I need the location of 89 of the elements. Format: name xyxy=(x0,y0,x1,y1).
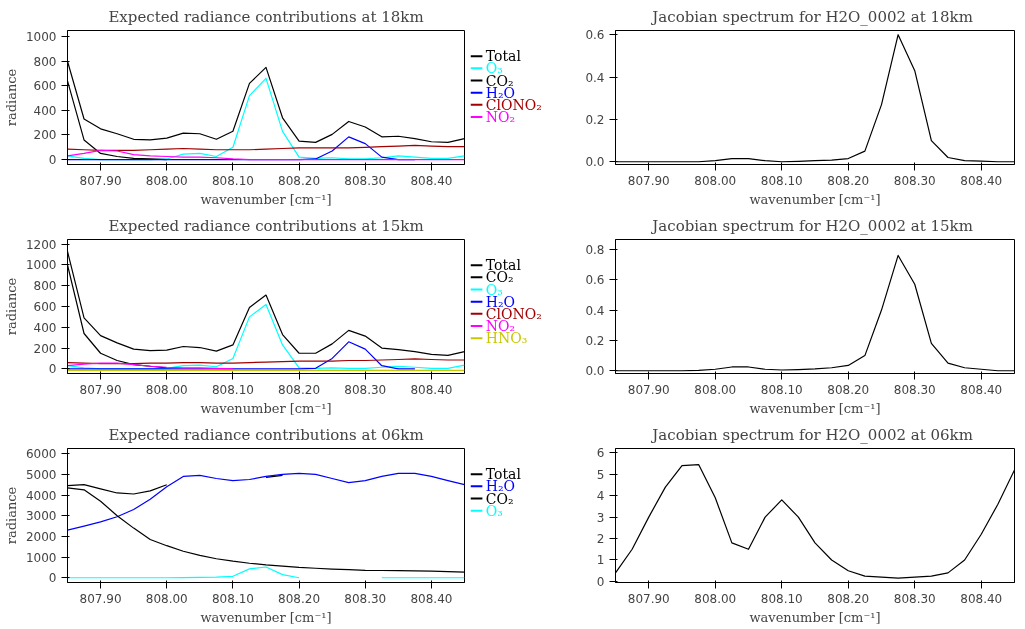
x-tick-label: 808.30 xyxy=(344,173,387,188)
y-tick-label: 4000 xyxy=(25,488,57,503)
y-tick-label: 1000 xyxy=(25,550,57,565)
y-tick-label: 1 xyxy=(596,553,605,568)
x-tick-label: 808.20 xyxy=(278,173,321,188)
x-tick-label: 808.40 xyxy=(960,173,1003,188)
y-tick-label: 0.8 xyxy=(585,242,605,257)
y-tick-label: 1200 xyxy=(25,237,57,252)
x-tick-label: 808.40 xyxy=(960,591,1003,606)
x-tick-label: 808.30 xyxy=(893,173,936,188)
x-tick-label: 808.30 xyxy=(893,382,936,397)
y-tick-label: 0.6 xyxy=(585,28,605,43)
y-tick-label: 0.4 xyxy=(585,303,605,318)
x-tick-label: 808.40 xyxy=(410,591,453,606)
y-tick-label: 0 xyxy=(48,571,57,586)
x-tick-label: 808.10 xyxy=(211,173,254,188)
x-tick-label: 808.30 xyxy=(344,382,387,397)
y-tick-label: 600 xyxy=(33,79,57,94)
y-tick-label: 0 xyxy=(48,362,57,377)
x-tick-label: 808.00 xyxy=(145,173,188,188)
x-tick-label: 807.90 xyxy=(79,382,122,397)
y-tick-label: 0.4 xyxy=(585,70,605,85)
y-tick-label: 2 xyxy=(596,532,605,547)
y-tick-label: 0 xyxy=(596,574,605,589)
y-tick-label: 600 xyxy=(33,300,57,314)
x-tick-label: 807.90 xyxy=(627,173,670,188)
y-tick-label: 3 xyxy=(596,510,605,525)
x-tick-label: 808.00 xyxy=(694,173,737,188)
chart-title: Jacobian spectrum for H2O_0002 at 06km xyxy=(650,425,973,444)
y-tick-label: 0.2 xyxy=(585,333,605,348)
x-tick-label: 808.20 xyxy=(278,591,321,606)
chart-title: Jacobian spectrum for H2O_0002 at 18km xyxy=(650,7,973,26)
x-tick-label: 808.40 xyxy=(410,173,453,188)
y-tick-label: 1000 xyxy=(25,258,57,273)
x-tick-label: 807.90 xyxy=(627,382,670,397)
y-tick-label: 0 xyxy=(48,153,57,168)
x-tick-label: 808.20 xyxy=(278,382,321,397)
x-tick-label: 808.20 xyxy=(827,591,870,606)
x-axis-title: wavenumber [cm⁻¹] xyxy=(200,400,332,416)
x-tick-label: 808.10 xyxy=(211,382,254,397)
x-axis-title: wavenumber [cm⁻¹] xyxy=(749,400,881,416)
chart-title: Jacobian spectrum for H2O_0002 at 15km xyxy=(650,216,973,235)
x-tick-label: 808.40 xyxy=(960,382,1003,397)
y-tick-label: 4 xyxy=(596,489,605,504)
y-axis-title: radiance xyxy=(3,486,19,545)
y-tick-label: 5000 xyxy=(25,467,57,482)
x-tick-label: 808.10 xyxy=(211,591,254,606)
x-tick-label: 808.00 xyxy=(694,591,737,606)
x-tick-label: 808.20 xyxy=(827,173,870,188)
x-tick-label: 808.00 xyxy=(145,591,188,606)
y-tick-label: 200 xyxy=(33,341,57,356)
chart-title: Expected radiance contributions at 06km xyxy=(108,425,424,444)
y-tick-label: 200 xyxy=(33,128,57,143)
y-tick-label: 0.6 xyxy=(585,273,605,288)
y-tick-label: 6 xyxy=(596,446,605,461)
legend-label: HNO₃ xyxy=(485,330,528,347)
x-tick-label: 808.10 xyxy=(760,591,803,606)
x-tick-label: 808.10 xyxy=(760,382,803,397)
x-axis-title: wavenumber [cm⁻¹] xyxy=(749,191,881,207)
x-axis-title: wavenumber [cm⁻¹] xyxy=(200,609,332,625)
y-tick-label: 800 xyxy=(33,279,57,294)
y-axis-title: radiance xyxy=(3,277,19,336)
x-tick-label: 808.20 xyxy=(827,382,870,397)
y-tick-label: 0.2 xyxy=(585,112,605,127)
y-tick-label: 400 xyxy=(33,320,57,335)
x-tick-label: 808.30 xyxy=(893,591,936,606)
x-tick-label: 808.10 xyxy=(760,173,803,188)
y-tick-label: 2000 xyxy=(25,529,57,544)
x-tick-label: 808.00 xyxy=(145,382,188,397)
chart-title: Expected radiance contributions at 15km xyxy=(108,216,424,235)
y-tick-label: 0.0 xyxy=(585,155,605,170)
y-tick-label: 0.0 xyxy=(585,364,605,379)
x-tick-label: 807.90 xyxy=(79,173,122,188)
y-tick-label: 800 xyxy=(33,54,57,69)
chart-title: Expected radiance contributions at 18km xyxy=(108,7,424,26)
y-tick-label: 6000 xyxy=(25,447,57,462)
y-tick-label: 400 xyxy=(33,103,57,118)
x-tick-label: 807.90 xyxy=(79,591,122,606)
y-axis-title: radiance xyxy=(3,68,19,127)
x-axis-title: wavenumber [cm⁻¹] xyxy=(200,191,332,207)
y-tick-label: 3000 xyxy=(25,509,57,524)
y-tick-label: 5 xyxy=(596,467,605,482)
x-axis-title: wavenumber [cm⁻¹] xyxy=(749,609,881,625)
x-tick-label: 808.30 xyxy=(344,591,387,606)
legend-label: NO₂ xyxy=(485,109,516,126)
y-tick-label: 1000 xyxy=(25,30,57,45)
x-tick-label: 808.00 xyxy=(694,382,737,397)
x-tick-label: 808.40 xyxy=(410,382,453,397)
x-tick-label: 807.90 xyxy=(627,591,670,606)
